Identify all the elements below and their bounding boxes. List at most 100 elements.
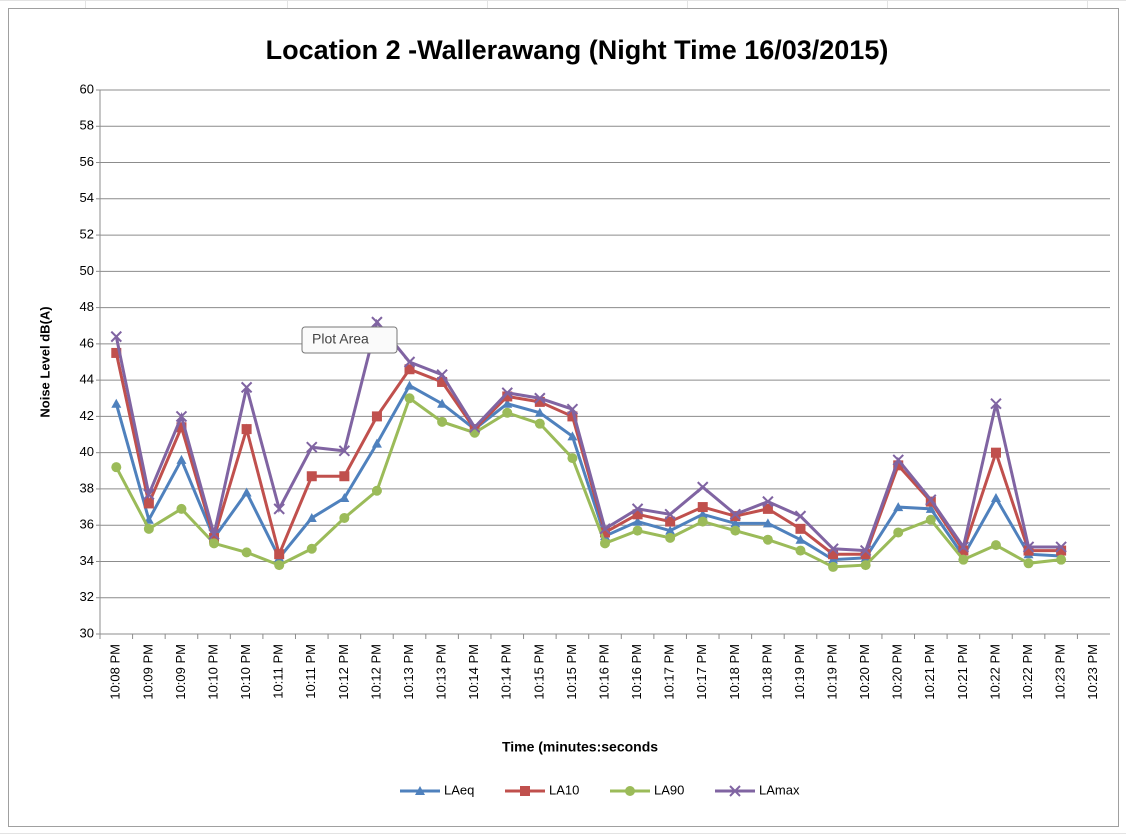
x-tick-label: 10:12 PM	[368, 644, 383, 700]
tooltip: Plot Area	[312, 331, 369, 347]
marker	[599, 523, 611, 535]
marker	[306, 543, 317, 554]
x-tick-label: 10:13 PM	[401, 644, 416, 700]
marker	[175, 410, 188, 423]
x-tick-label: 10:17 PM	[694, 644, 709, 700]
y-tick-label: 50	[80, 263, 94, 278]
marker	[338, 445, 351, 457]
marker	[958, 545, 969, 556]
marker	[762, 534, 773, 545]
series-line	[114, 395, 1062, 569]
marker	[437, 416, 448, 427]
marker	[990, 493, 1001, 502]
marker	[502, 391, 513, 402]
marker	[176, 503, 187, 514]
marker	[1023, 558, 1034, 569]
x-tick-label: 10:11 PM	[303, 644, 318, 699]
y-tick-label: 32	[80, 589, 94, 604]
tooltip-box	[301, 326, 398, 354]
y-tick-label: 34	[80, 553, 94, 568]
marker	[730, 518, 741, 528]
marker	[437, 398, 448, 408]
y-tick-label: 52	[80, 227, 94, 242]
y-tick-label: 56	[80, 154, 94, 169]
marker	[567, 411, 578, 422]
x-tick-label: 10:17 PM	[662, 644, 677, 700]
marker	[339, 493, 350, 502]
marker	[176, 422, 187, 433]
marker	[274, 549, 285, 560]
y-tick-label: 36	[80, 517, 94, 532]
x-tick-label: 10:21 PM	[955, 644, 970, 700]
marker	[468, 421, 481, 433]
series-line	[114, 318, 1062, 553]
marker	[860, 560, 871, 571]
marker	[795, 545, 806, 556]
x-tick-label: 10:16 PM	[596, 644, 611, 700]
marker	[859, 544, 872, 557]
marker	[827, 543, 839, 555]
marker	[665, 532, 676, 543]
x-tick-label: 10:13 PM	[434, 644, 449, 700]
marker	[990, 447, 1001, 458]
marker	[632, 509, 643, 520]
marker	[371, 485, 382, 496]
chart-area	[8, 8, 1119, 827]
marker	[1056, 554, 1067, 565]
marker	[631, 503, 644, 515]
marker	[404, 393, 415, 404]
marker	[567, 431, 578, 441]
marker	[111, 462, 122, 473]
marker	[209, 532, 220, 543]
marker	[415, 786, 425, 795]
x-tick-label: 10:18 PM	[727, 644, 742, 700]
marker	[762, 503, 773, 514]
y-axis-label: Noise Level dB(A)	[37, 306, 52, 417]
x-tick-label: 10:22 PM	[1020, 644, 1035, 700]
marker	[990, 540, 1001, 551]
marker	[110, 330, 122, 343]
marker	[625, 786, 635, 796]
marker	[957, 541, 970, 553]
marker	[632, 525, 643, 536]
marker	[567, 453, 578, 464]
marker	[958, 554, 969, 565]
x-tick-label: 10:23 PM	[1053, 644, 1068, 700]
x-tick-label: 10:19 PM	[825, 644, 840, 700]
marker	[143, 488, 155, 501]
marker	[306, 441, 318, 453]
x-tick-label: 10:22 PM	[987, 644, 1002, 700]
marker	[697, 502, 708, 513]
marker	[502, 407, 513, 418]
x-tick-label: 10:15 PM	[564, 644, 579, 700]
marker	[403, 356, 416, 368]
marker	[762, 495, 774, 508]
marker	[828, 561, 839, 572]
marker	[273, 503, 285, 515]
marker	[664, 508, 676, 521]
marker	[241, 547, 252, 558]
marker	[306, 512, 317, 522]
marker	[176, 454, 187, 464]
x-tick-label: 10:18 PM	[759, 644, 774, 700]
marker	[795, 534, 806, 544]
y-tick-label: 44	[80, 372, 94, 387]
x-tick-label: 10:10 PM	[238, 644, 253, 700]
marker	[729, 785, 741, 797]
x-tick-label: 10:20 PM	[857, 644, 872, 700]
marker	[501, 387, 513, 399]
y-tick-label: 48	[80, 299, 94, 314]
marker	[1023, 545, 1034, 556]
y-tick-label: 42	[80, 408, 94, 423]
y-tick-label: 54	[80, 190, 94, 205]
legend-label: LA90	[654, 782, 684, 797]
marker	[371, 438, 382, 448]
marker	[404, 380, 415, 390]
x-tick-label: 10:19 PM	[792, 644, 807, 700]
marker	[534, 418, 545, 429]
marker	[893, 527, 904, 538]
y-tick-label: 46	[80, 335, 94, 350]
x-tick-label: 10:20 PM	[890, 644, 905, 700]
marker	[860, 549, 871, 560]
